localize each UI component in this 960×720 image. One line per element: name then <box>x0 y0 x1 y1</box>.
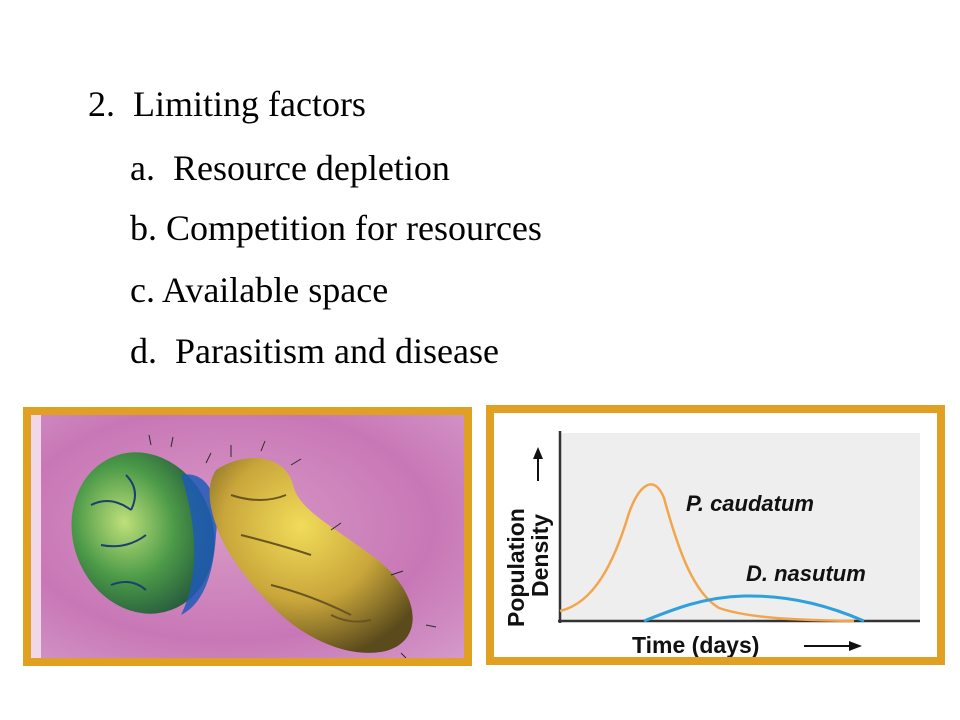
bullet-item-c: c. Available space <box>130 270 389 310</box>
paramecium-body <box>209 458 413 653</box>
slide-heading: 2. Limiting factors <box>88 84 366 124</box>
y-axis-label: Population Density <box>503 502 553 627</box>
y-axis-label-line-2: Density <box>527 514 553 597</box>
series-label-d-nasutum: D. nasutum <box>746 561 866 586</box>
x-axis-label: Time (days) <box>632 632 759 657</box>
bullet-item-d: d. Parasitism and disease <box>130 331 499 371</box>
population-chart: P. caudatum D. nasutum Time (days) Popul… <box>494 413 937 657</box>
series-line-d-nasutum <box>643 594 865 623</box>
protist-photo <box>31 415 464 658</box>
photo-frame <box>23 407 472 666</box>
x-axis-arrow-icon <box>804 641 862 651</box>
series-label-p-caudatum: P. caudatum <box>686 491 814 516</box>
chart-frame: P. caudatum D. nasutum Time (days) Popul… <box>486 405 945 665</box>
bullet-item-b: b. Competition for resources <box>130 208 542 248</box>
y-axis-arrow-icon <box>533 447 543 481</box>
y-axis-label-line-1: Population <box>503 508 529 627</box>
bullet-item-a: a. Resource depletion <box>130 148 450 188</box>
series-line-p-caudatum <box>559 483 855 623</box>
didinium-body <box>71 452 217 615</box>
plot-area <box>560 433 920 621</box>
cilia <box>148 434 437 658</box>
